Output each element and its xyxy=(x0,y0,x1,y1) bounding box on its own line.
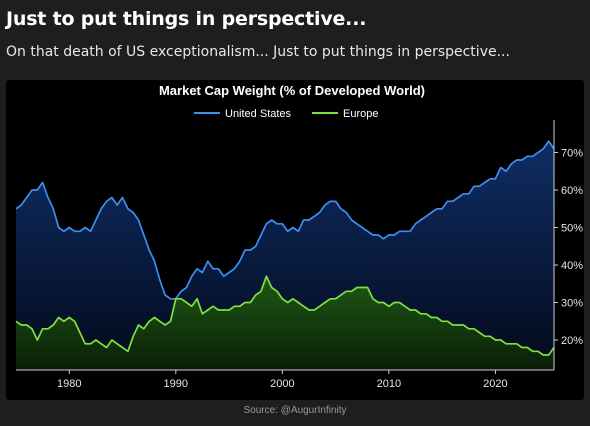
post-subtitle: On that death of US exceptionalism... Ju… xyxy=(6,44,510,60)
y-tick-label: 30% xyxy=(561,298,583,310)
axes: 1980 1990 2000 2010 2020 20% 30% 40% 50% 60% 70% xyxy=(16,120,583,390)
series-area-europe xyxy=(16,276,554,370)
x-tick-label: 1990 xyxy=(164,378,188,390)
chart-title: Market Cap Weight (% of Developed World) xyxy=(159,83,425,98)
market-cap-chart: Market Cap Weight (% of Developed World)… xyxy=(15,83,583,390)
chart-card: Market Cap Weight (% of Developed World)… xyxy=(6,80,584,400)
x-tick-label: 2000 xyxy=(270,378,294,390)
legend: United States Europe xyxy=(194,108,378,120)
x-tick-label: 2020 xyxy=(483,378,507,390)
y-tick-label: 60% xyxy=(561,185,583,197)
plot-area xyxy=(15,140,555,370)
x-tick-label: 1980 xyxy=(57,378,81,390)
series-line-us xyxy=(15,140,555,300)
y-tick-label: 50% xyxy=(561,223,583,235)
y-tick-label: 40% xyxy=(561,260,583,272)
source-credit: Source: @AugurInfinity xyxy=(243,405,347,416)
y-tick-label: 70% xyxy=(561,148,583,160)
y-tick-label: 20% xyxy=(561,335,583,347)
post-title: Just to put things in perspective... xyxy=(6,8,367,30)
series-line-europe xyxy=(15,275,555,356)
x-tick-label: 2010 xyxy=(377,378,401,390)
legend-label-us: United States xyxy=(225,108,292,120)
legend-label-europe: Europe xyxy=(343,108,378,120)
